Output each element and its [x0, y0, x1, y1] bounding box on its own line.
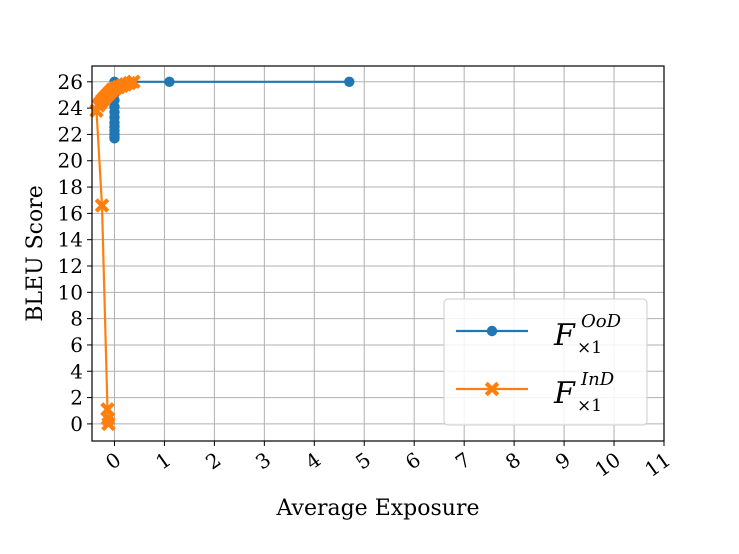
- data-point: [109, 133, 120, 144]
- x-tick-label: 2: [201, 447, 225, 474]
- x-tick-label: 8: [501, 447, 525, 474]
- data-point: [164, 76, 175, 87]
- x-tick-label: 1: [151, 447, 175, 474]
- y-tick-label: 18: [58, 175, 83, 199]
- plot-frame: [91, 65, 665, 442]
- x-tick-label: 5: [351, 447, 375, 474]
- series-ind: [89, 74, 141, 432]
- legend-marker: [486, 325, 498, 337]
- y-tick-label: 4: [70, 359, 83, 383]
- y-tick-label: 8: [70, 307, 83, 331]
- data-point: [100, 402, 115, 417]
- y-tick-label: 22: [58, 122, 83, 146]
- data-point: [344, 76, 355, 87]
- y-tick-label: 10: [58, 280, 83, 304]
- legend-entry: F InD ×1: [456, 369, 615, 416]
- legend-label: F: [553, 376, 576, 411]
- y-tick-label: 26: [58, 70, 83, 94]
- y-tick-label: 14: [58, 228, 83, 252]
- y-tick-label: 20: [58, 149, 83, 173]
- y-tick-label: 12: [58, 254, 83, 278]
- x-tick-label: 9: [551, 447, 575, 474]
- series-layer: [89, 74, 355, 432]
- data-point: [94, 198, 110, 213]
- y-tick-label: 16: [58, 201, 83, 225]
- legend-subscript: ×1: [577, 338, 602, 358]
- legend-superscript: InD: [580, 369, 615, 390]
- y-tick-label: 0: [70, 412, 83, 436]
- legend-entry: F OoD ×1: [456, 311, 622, 358]
- x-tick-label: 0: [101, 447, 125, 474]
- x-tick-label: 10: [590, 447, 625, 481]
- legend-superscript: OoD: [581, 311, 622, 332]
- x-tick-label: 4: [301, 447, 325, 474]
- y-tick-label: 6: [70, 333, 83, 357]
- x-axis-title: Average Exposure: [276, 496, 480, 521]
- data-point: [101, 416, 116, 432]
- x-tick-label: 7: [451, 447, 475, 474]
- legend-marker: [484, 381, 500, 397]
- data-point: [89, 103, 104, 119]
- y-tick-label: 24: [58, 96, 83, 120]
- legend-label: F: [553, 318, 576, 353]
- series-ood: [109, 76, 355, 144]
- legend: F OoD×1F InD×1: [443, 298, 648, 426]
- y-axis-title: BLEU Score: [23, 185, 48, 322]
- x-tick-label: 6: [401, 447, 425, 474]
- x-tick-label: 11: [640, 447, 675, 481]
- x-tick-label: 3: [251, 447, 275, 474]
- y-tick-label: 2: [70, 386, 83, 410]
- legend-subscript: ×1: [577, 396, 602, 416]
